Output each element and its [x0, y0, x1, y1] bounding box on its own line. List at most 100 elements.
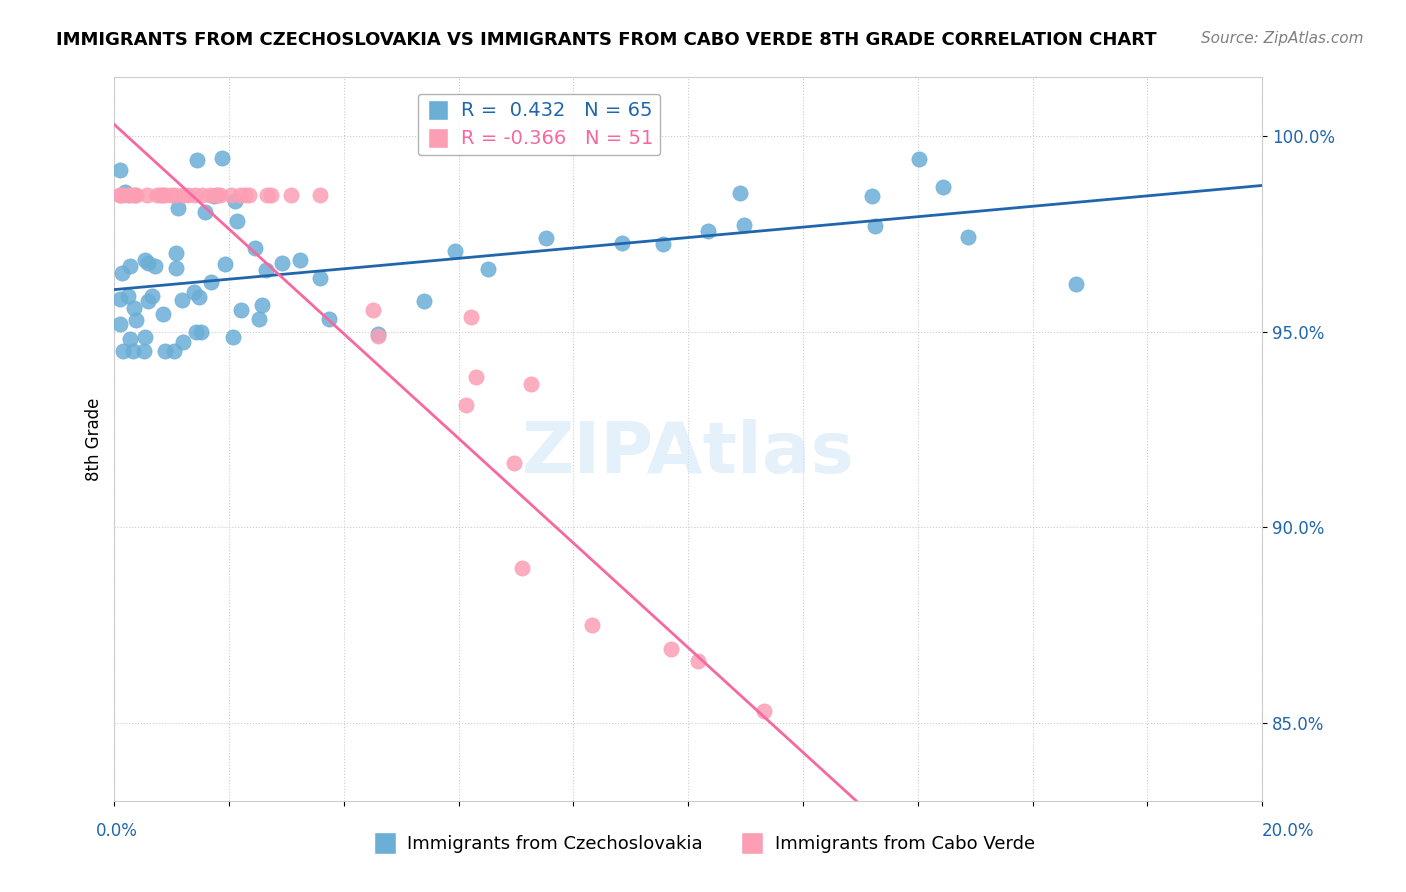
Point [143, 259, 166, 273]
Point [862, 189, 884, 203]
Point [172, 334, 194, 349]
Point [231, 302, 253, 317]
Legend: Immigrants from Czechoslovakia, Immigrants from Cabo Verde: Immigrants from Czechoslovakia, Immigran… [364, 829, 1042, 861]
Point [815, 833, 838, 847]
Point [122, 187, 145, 202]
Point [183, 285, 205, 299]
Point [111, 266, 134, 280]
Point [194, 205, 217, 219]
Point [1066, 277, 1088, 291]
Point [134, 253, 156, 268]
Point [956, 229, 979, 244]
Point [460, 310, 482, 324]
Point [190, 326, 212, 340]
Point [172, 187, 194, 202]
Text: Source: ZipAtlas.com: Source: ZipAtlas.com [1201, 31, 1364, 46]
Point [465, 369, 488, 384]
Point [146, 187, 169, 202]
Point [752, 704, 775, 718]
Point [728, 186, 751, 200]
Point [117, 289, 139, 303]
Point [114, 185, 136, 199]
Point [211, 151, 233, 165]
Point [233, 187, 256, 202]
Point [503, 456, 526, 470]
Point [927, 833, 949, 847]
Y-axis label: 8th Grade: 8th Grade [86, 398, 103, 481]
Point [793, 833, 815, 847]
Point [367, 327, 389, 342]
Point [165, 260, 187, 275]
Point [165, 246, 187, 260]
Point [260, 187, 283, 202]
Point [976, 833, 998, 847]
Point [136, 256, 159, 270]
Point [186, 153, 208, 167]
Point [250, 298, 273, 312]
Point [118, 332, 141, 346]
Point [117, 187, 139, 202]
Point [686, 654, 709, 668]
Point [229, 187, 252, 202]
Point [309, 270, 332, 285]
Point [204, 187, 226, 202]
Point [610, 235, 633, 250]
Point [510, 561, 533, 575]
Point [136, 294, 159, 309]
Point [534, 230, 557, 244]
Point [188, 290, 211, 304]
Point [150, 187, 173, 202]
Point [245, 241, 267, 255]
Point [165, 187, 187, 202]
Point [412, 293, 434, 308]
Point [190, 187, 212, 202]
Point [184, 326, 207, 340]
Point [200, 187, 222, 202]
Point [477, 261, 499, 276]
Point [153, 344, 176, 359]
Point [108, 163, 131, 178]
Point [122, 301, 145, 316]
Point [932, 180, 955, 194]
Legend: R =  0.432   N = 65, R = -0.366   N = 51: R = 0.432 N = 65, R = -0.366 N = 51 [418, 94, 661, 155]
Point [226, 213, 249, 227]
Point [160, 187, 183, 202]
Point [280, 187, 302, 202]
Point [125, 187, 148, 202]
Point [167, 201, 190, 215]
Text: ZIPAtlas: ZIPAtlas [522, 419, 855, 488]
Point [163, 344, 186, 359]
Point [361, 303, 384, 318]
Point [256, 187, 278, 202]
Point [202, 189, 225, 203]
Point [108, 317, 131, 331]
Point [219, 187, 242, 202]
Point [224, 194, 246, 209]
Point [108, 292, 131, 306]
Point [134, 344, 156, 359]
Point [222, 330, 245, 344]
Point [733, 218, 755, 232]
Point [318, 311, 340, 326]
Point [124, 187, 146, 202]
Point [444, 244, 467, 258]
Point [153, 187, 176, 202]
Point [122, 344, 145, 359]
Point [270, 255, 292, 269]
Point [454, 398, 477, 412]
Point [200, 275, 222, 289]
Point [134, 330, 156, 344]
Point [170, 293, 193, 307]
Point [865, 219, 887, 233]
Point [141, 289, 163, 303]
Point [908, 152, 931, 166]
Point [520, 376, 543, 391]
Point [891, 833, 914, 847]
Point [697, 224, 720, 238]
Point [659, 641, 682, 656]
Point [367, 329, 389, 343]
Point [730, 807, 752, 822]
Point [842, 833, 865, 847]
Point [177, 187, 200, 202]
Point [768, 833, 790, 847]
